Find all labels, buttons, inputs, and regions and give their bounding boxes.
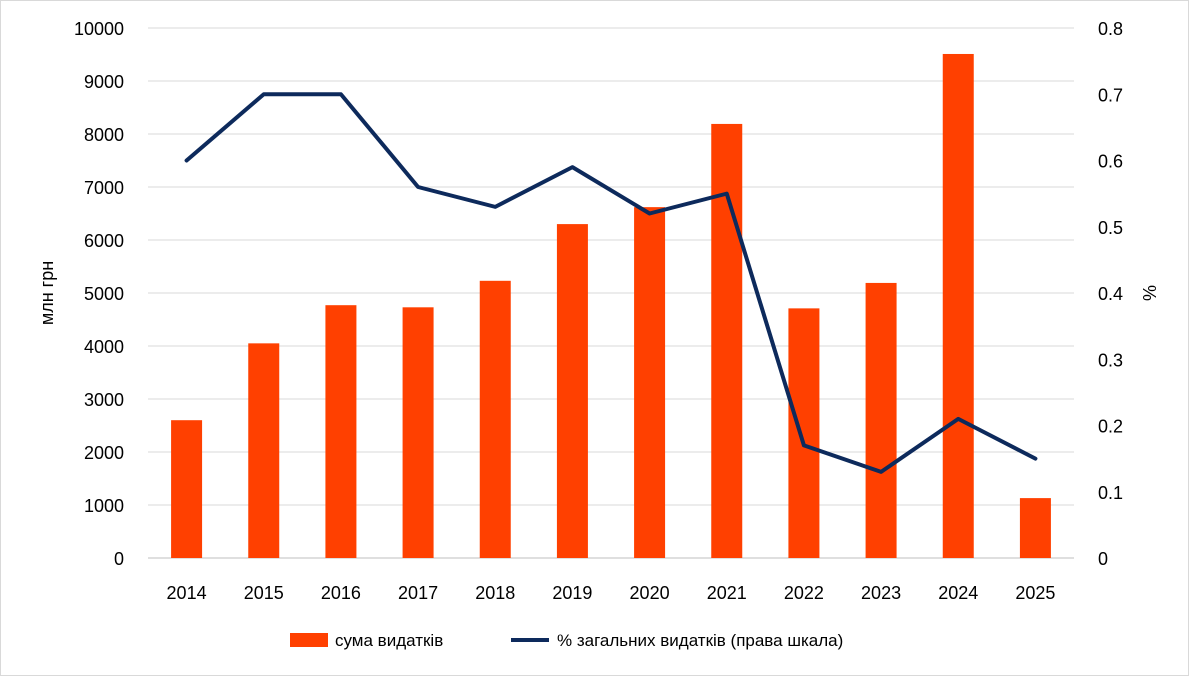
bar: [171, 420, 203, 558]
bar: [634, 207, 666, 558]
x-tick-label: 2015: [244, 583, 284, 603]
x-tick-label: 2022: [784, 583, 824, 603]
bar: [402, 307, 434, 558]
bar: [325, 305, 357, 558]
y-tick-label: 8000: [84, 125, 124, 145]
y-tick-label: 2000: [84, 443, 124, 463]
y2-tick-label: 0: [1098, 549, 1108, 569]
y-tick-label: 10000: [74, 19, 124, 39]
line-series: [184, 92, 1038, 474]
x-tick-label: 2025: [1015, 583, 1055, 603]
x-axis: 2014 2015 2016 2017 2018 2019 2020 2021 2022 2023…: [167, 583, 1056, 603]
legend-label-bars: сума видатків: [335, 631, 443, 650]
y2-tick-label: 0.3: [1098, 350, 1123, 370]
gridlines: [148, 27, 1074, 559]
y-tick-label: 7000: [84, 178, 124, 198]
y-tick-label: 9000: [84, 72, 124, 92]
y2-axis-title: %: [1139, 285, 1159, 301]
y2-tick-label: 0.4: [1098, 284, 1123, 304]
bar: [248, 343, 280, 558]
bar: [479, 280, 511, 558]
x-tick-label: 2018: [475, 583, 515, 603]
y2-tick-label: 0.8: [1098, 19, 1123, 39]
y-tick-label: 5000: [84, 284, 124, 304]
bar-series: [171, 53, 1051, 559]
x-tick-label: 2023: [861, 583, 901, 603]
bar: [556, 224, 588, 558]
legend-label-line: % загальних видатків (права шкала): [557, 631, 843, 650]
legend-swatch-bars: [290, 633, 328, 647]
x-tick-label: 2021: [707, 583, 747, 603]
y2-tick-label: 0.7: [1098, 85, 1123, 105]
left-axis: 0 1000 2000 3000 4000 5000 6000 7000 8000 9000 100…: [74, 19, 124, 569]
y2-tick-label: 0.1: [1098, 483, 1123, 503]
bar: [711, 123, 743, 559]
y-tick-label: 1000: [84, 496, 124, 516]
y-axis-title: млн грн: [37, 261, 57, 325]
bar: [942, 53, 974, 558]
x-tick-label: 2020: [630, 583, 670, 603]
y2-tick-label: 0.6: [1098, 152, 1123, 172]
x-tick-label: 2014: [167, 583, 207, 603]
bar: [865, 282, 897, 558]
bar: [788, 308, 820, 558]
x-tick-label: 2024: [938, 583, 978, 603]
y2-tick-label: 0.5: [1098, 218, 1123, 238]
x-tick-label: 2017: [398, 583, 438, 603]
y-tick-label: 6000: [84, 231, 124, 251]
x-tick-label: 2016: [321, 583, 361, 603]
y-tick-label: 4000: [84, 337, 124, 357]
line-path: [184, 92, 1038, 474]
y2-tick-label: 0.2: [1098, 417, 1123, 437]
bar: [1019, 498, 1051, 558]
legend: сума видатків % загальних видатків (прав…: [290, 631, 843, 650]
x-tick-label: 2019: [552, 583, 592, 603]
right-axis: 0 0.1 0.2 0.3 0.4 0.5 0.6 0.7 0.8: [1098, 19, 1123, 569]
y-tick-label: 0: [114, 549, 124, 569]
y-tick-label: 3000: [84, 390, 124, 410]
